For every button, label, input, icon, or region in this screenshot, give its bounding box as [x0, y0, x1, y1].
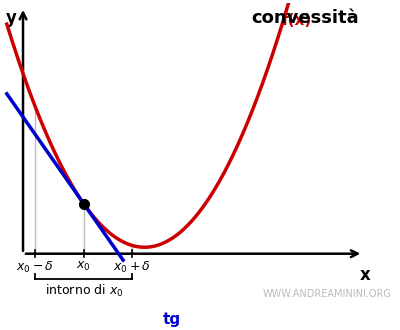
Text: intorno di $x_0$: intorno di $x_0$ [44, 283, 123, 299]
Text: x: x [360, 266, 370, 284]
Text: $x_0 + \delta$: $x_0 + \delta$ [113, 260, 151, 275]
Text: convessità: convessità [252, 9, 359, 27]
Text: WWW.ANDREAMININI.ORG: WWW.ANDREAMININI.ORG [262, 289, 391, 299]
Text: tg: tg [163, 313, 181, 327]
Text: $x_0 - \delta$: $x_0 - \delta$ [16, 260, 54, 275]
Text: $x_0$: $x_0$ [76, 260, 91, 273]
Text: y: y [6, 9, 17, 27]
Text: f(x): f(x) [282, 14, 312, 28]
